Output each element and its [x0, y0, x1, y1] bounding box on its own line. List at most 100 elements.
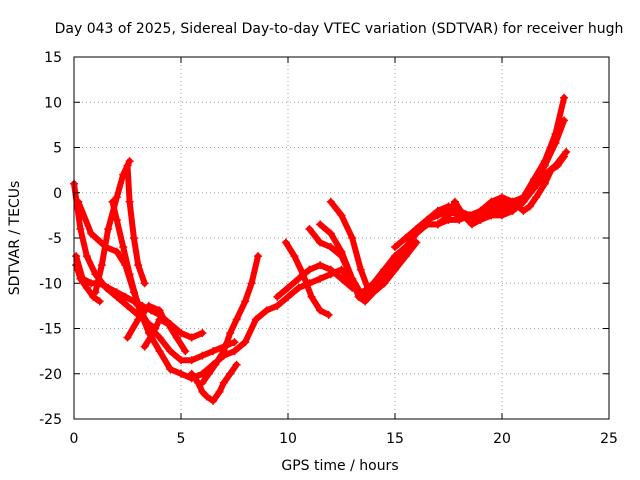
- data-point: [74, 197, 83, 206]
- data-point: [76, 224, 85, 233]
- data-point: [326, 265, 335, 274]
- data-point: [326, 197, 335, 206]
- data-point: [181, 347, 190, 356]
- y-tick-label: -5: [48, 231, 62, 247]
- x-axis-label: GPS time / hours: [281, 458, 398, 474]
- data-point: [125, 270, 134, 279]
- data-point: [177, 329, 185, 338]
- data-point: [187, 356, 196, 365]
- data-point: [155, 333, 164, 342]
- data-point: [433, 211, 442, 220]
- data-point: [140, 279, 149, 288]
- series-13: [273, 256, 399, 301]
- data-point: [412, 238, 421, 247]
- data-point: [112, 247, 121, 256]
- y-tick-label: 15: [44, 50, 62, 66]
- x-tick-label: 0: [70, 431, 79, 447]
- data-point: [198, 351, 207, 360]
- y-tick-label: 10: [44, 95, 62, 111]
- data-point: [204, 369, 213, 378]
- data-point: [97, 261, 106, 270]
- data-point: [247, 279, 256, 288]
- data-point: [294, 283, 303, 292]
- data-point: [380, 279, 389, 288]
- data-point: [361, 297, 370, 306]
- data-point: [177, 369, 185, 378]
- y-axis-label: SDTVAR / TECUs: [7, 181, 23, 296]
- data-point: [123, 333, 132, 342]
- data-point: [540, 179, 549, 188]
- data-point: [232, 315, 241, 324]
- data-point: [112, 215, 121, 224]
- data-point: [551, 138, 560, 147]
- data-point: [187, 369, 196, 378]
- data-point: [326, 243, 335, 252]
- data-point: [226, 369, 235, 378]
- data-point: [326, 229, 335, 238]
- data-point: [198, 329, 207, 338]
- y-tick-label: 5: [53, 141, 62, 157]
- data-point: [129, 234, 138, 242]
- data-point: [172, 333, 181, 342]
- data-point: [72, 261, 81, 270]
- data-point: [177, 356, 185, 365]
- data-point: [487, 197, 496, 206]
- data-point: [498, 193, 506, 202]
- data-point: [305, 224, 314, 233]
- data-point: [284, 292, 292, 301]
- series-9: [140, 315, 190, 356]
- data-point: [226, 329, 235, 338]
- data-point: [202, 392, 211, 401]
- series-3: [72, 261, 104, 306]
- data-point: [294, 274, 303, 283]
- data-point: [187, 333, 196, 342]
- data-point: [149, 329, 158, 338]
- data-point: [215, 387, 224, 396]
- data-point: [532, 193, 541, 202]
- data-point: [553, 161, 562, 170]
- y-tick-label: -25: [39, 412, 62, 428]
- data-point: [251, 315, 260, 324]
- data-point: [262, 306, 271, 315]
- data-point: [82, 283, 91, 292]
- data-point: [134, 261, 143, 270]
- data-point: [525, 202, 534, 211]
- data-point: [455, 211, 464, 220]
- data-point: [112, 193, 121, 202]
- data-series: [70, 93, 571, 405]
- data-point: [560, 116, 569, 125]
- data-point: [290, 252, 299, 261]
- data-point: [219, 378, 228, 387]
- data-point: [155, 315, 164, 324]
- data-point: [164, 319, 173, 328]
- data-point: [540, 161, 549, 170]
- data-point: [337, 211, 346, 220]
- data-point: [72, 252, 81, 261]
- data-point: [316, 274, 325, 283]
- data-point: [487, 211, 496, 220]
- data-point: [123, 161, 132, 170]
- series-12: [209, 243, 410, 369]
- data-point: [273, 301, 282, 310]
- data-point: [254, 252, 263, 261]
- data-point: [209, 347, 218, 356]
- data-point: [87, 229, 96, 238]
- data-point: [209, 360, 218, 369]
- data-point: [476, 215, 485, 224]
- data-point: [125, 197, 134, 206]
- series-line: [141, 316, 189, 355]
- data-point: [560, 152, 569, 161]
- data-point: [560, 93, 569, 102]
- data-point: [337, 247, 346, 256]
- data-point: [450, 197, 459, 206]
- data-point: [547, 166, 556, 175]
- data-point: [104, 283, 113, 292]
- data-point: [356, 265, 365, 274]
- data-point: [273, 292, 282, 301]
- data-point: [316, 306, 325, 315]
- data-point: [519, 197, 528, 206]
- data-point: [354, 292, 363, 301]
- chart-title: Day 043 of 2025, Sidereal Day-to-day VTE…: [55, 21, 624, 37]
- y-tick-label: -20: [39, 367, 62, 383]
